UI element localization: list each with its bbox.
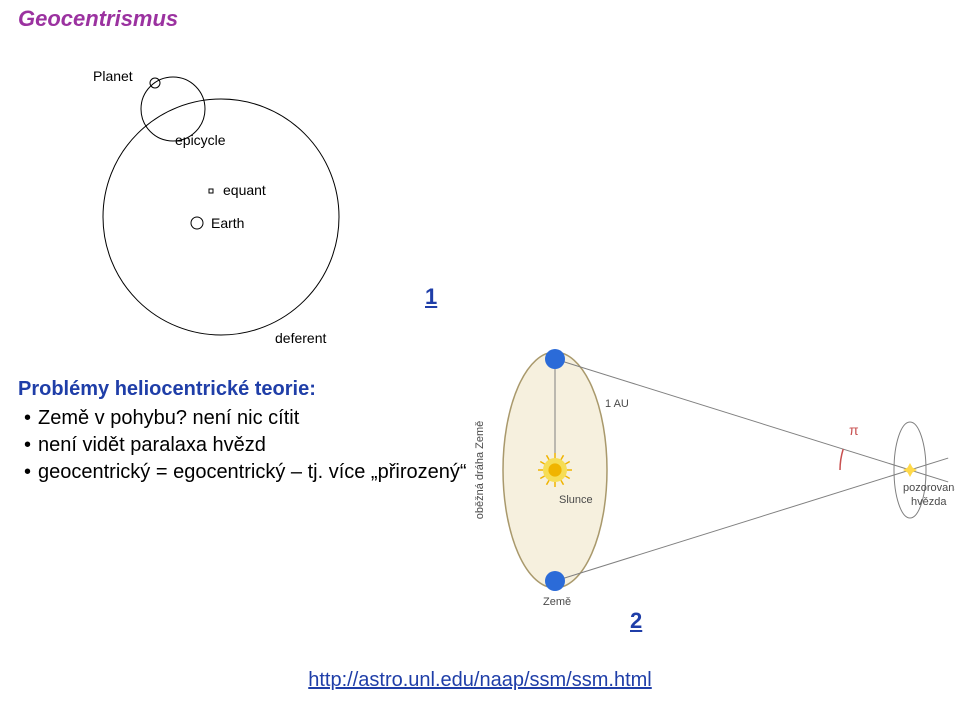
star-icon xyxy=(903,463,917,477)
label-sun: Slunce xyxy=(559,494,593,506)
earth-marker xyxy=(191,217,203,229)
link-one[interactable]: 1 xyxy=(425,284,437,310)
problem-item: není vidět paralaxa hvězd xyxy=(24,432,467,459)
pi-arc xyxy=(840,449,843,470)
link-two[interactable]: 2 xyxy=(630,608,642,634)
label-star2: hvězda xyxy=(911,496,947,508)
problem-item: Země v pohybu? není nic cítit xyxy=(24,405,467,432)
earth-top xyxy=(545,349,565,369)
label-deferent: deferent xyxy=(275,330,326,346)
label-equant: equant xyxy=(223,182,266,198)
problem-item: geocentrický = egocentrický – tj. více „… xyxy=(24,459,467,486)
sun-inner xyxy=(548,463,561,476)
sight-ext-top xyxy=(910,470,948,482)
sight-line-top xyxy=(555,359,910,470)
sight-line-bot xyxy=(555,470,910,581)
label-earth-bottom: Země xyxy=(543,596,571,605)
equant-marker xyxy=(209,189,213,193)
page-title: Geocentrismus xyxy=(18,6,178,32)
bottom-link[interactable]: http://astro.unl.edu/naap/ssm/ssm.html xyxy=(0,669,960,692)
problems-header: Problémy heliocentrické teorie: xyxy=(18,378,467,401)
label-star1: pozorovaná xyxy=(903,482,955,494)
earth-bottom xyxy=(545,571,565,591)
label-epicycle: epicycle xyxy=(175,132,226,148)
parallax-diagram: 1 AU oběžná dráha Země Slunce Země π poz… xyxy=(455,335,955,605)
label-au: 1 AU xyxy=(605,398,629,410)
problems-block: Problémy heliocentrické teorie: Země v p… xyxy=(18,378,467,486)
label-planet: Planet xyxy=(93,68,133,84)
label-earth: Earth xyxy=(211,215,244,231)
epicycle-diagram: Planet epicycle equant Earth deferent xyxy=(65,55,375,365)
label-orbit: oběžná dráha Země xyxy=(474,421,486,519)
problems-list: Země v pohybu? není nic cítit není vidět… xyxy=(18,405,467,486)
sight-ext-bot xyxy=(910,458,948,470)
label-pi: π xyxy=(849,422,859,438)
